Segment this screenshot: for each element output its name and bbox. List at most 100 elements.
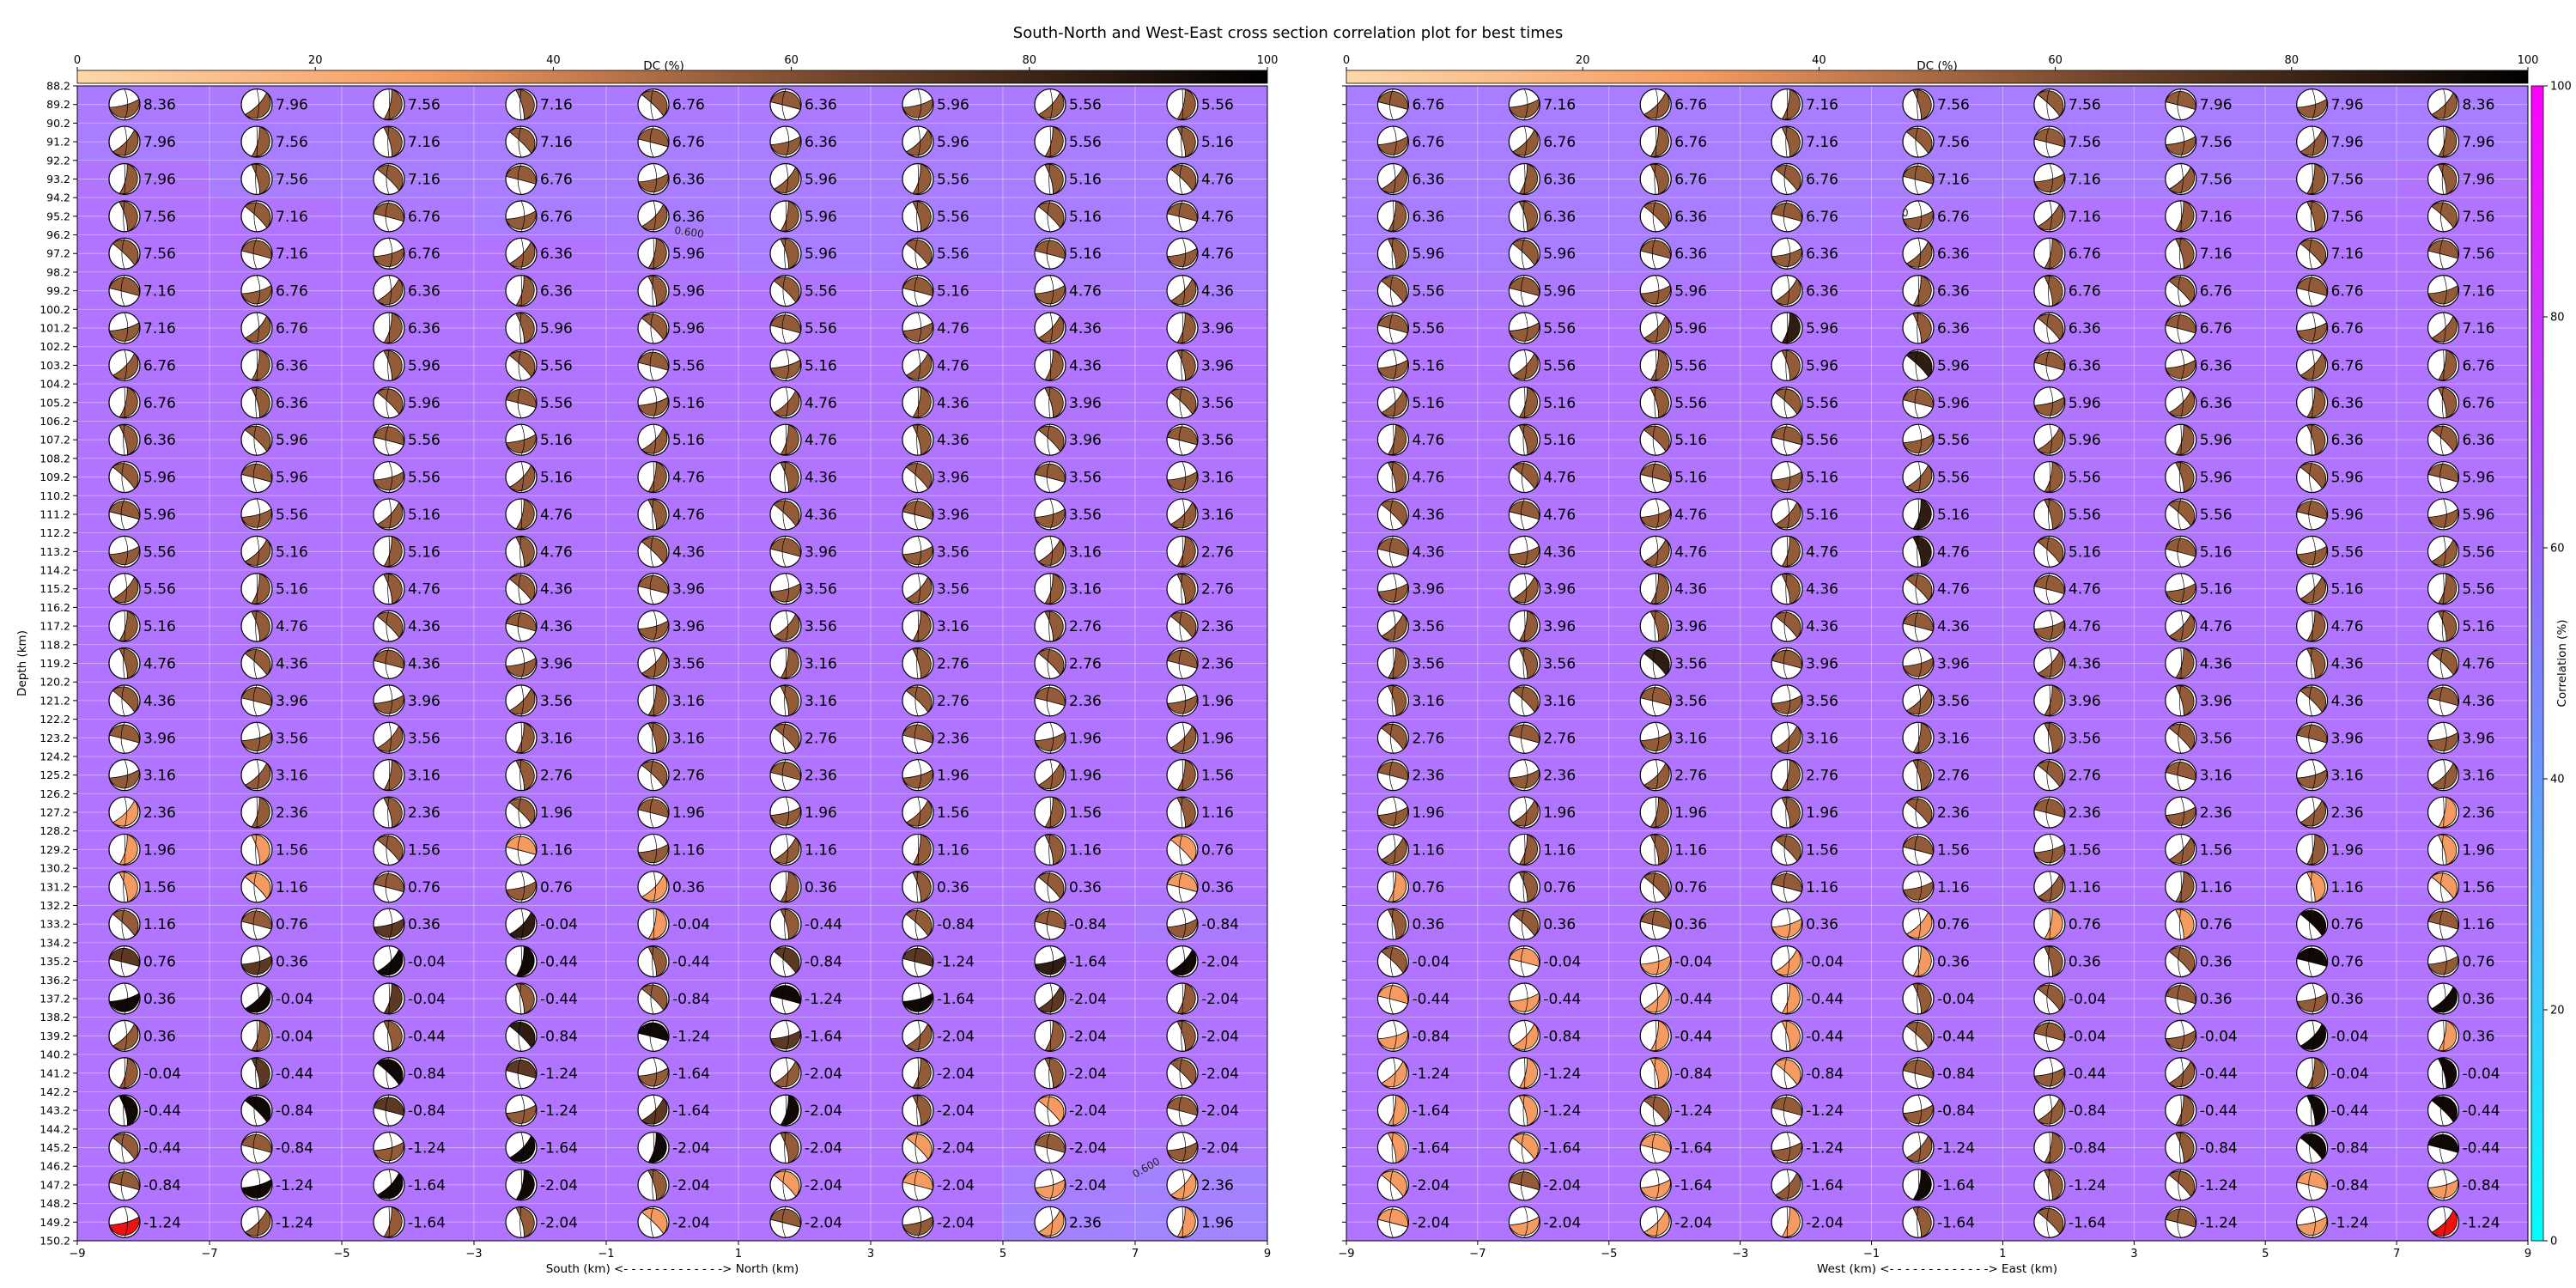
correlation-cell	[871, 1054, 1004, 1093]
correlation-cell	[606, 123, 739, 161]
time-shift-label: 5.16	[2331, 581, 2364, 598]
time-shift-label: -0.44	[1806, 991, 1844, 1008]
time-shift-label: 5.96	[1937, 395, 1970, 412]
y-tick-label: 141.2	[39, 1066, 70, 1079]
y-tick-label: 142.2	[39, 1085, 70, 1098]
time-shift-label: 7.56	[408, 97, 440, 114]
time-shift-label: 3.16	[1412, 693, 1444, 710]
time-shift-label: 6.76	[1806, 209, 1838, 226]
time-shift-label: 2.36	[2069, 805, 2101, 822]
time-shift-label: -1.24	[1543, 1066, 1581, 1083]
correlation-cell	[474, 421, 607, 459]
correlation-cell	[1135, 1128, 1267, 1167]
correlation-cell	[738, 682, 872, 720]
correlation-cell	[871, 495, 1004, 534]
time-shift-label: -2.04	[1674, 1214, 1712, 1231]
correlation-cell	[342, 123, 475, 161]
time-shift-label: 5.96	[143, 507, 176, 524]
beachball: 7.16	[373, 125, 440, 158]
time-shift-label: 8.36	[2463, 97, 2495, 114]
y-tick-label: 136.2	[39, 974, 70, 987]
time-shift-label: 5.56	[805, 320, 837, 337]
time-shift-label: 5.56	[540, 357, 573, 374]
time-shift-label: 1.16	[276, 879, 308, 896]
time-shift-label: 3.56	[805, 581, 837, 598]
time-shift-label: 7.16	[2463, 283, 2495, 301]
time-shift-label: -0.84	[1412, 1028, 1449, 1045]
time-shift-label: -1.64	[1806, 1177, 1844, 1194]
correlation-cell	[342, 682, 475, 720]
time-shift-label: 3.56	[2069, 730, 2101, 747]
time-shift-label: -0.84	[143, 1177, 181, 1194]
time-shift-label: -0.84	[276, 1140, 313, 1157]
correlation-cell	[1003, 532, 1136, 571]
time-shift-label: 8.36	[143, 97, 176, 114]
time-shift-label: -2.04	[1201, 1028, 1239, 1045]
time-shift-label: 5.96	[1806, 320, 1838, 337]
y-tick-label: 125.2	[39, 769, 70, 781]
correlation-cell	[1003, 793, 1136, 832]
time-shift-label: 4.36	[672, 544, 705, 561]
correlation-cell	[474, 123, 607, 161]
time-shift-label: 1.96	[143, 841, 176, 859]
time-shift-label: 4.76	[1201, 246, 1234, 263]
time-shift-label: 3.96	[805, 544, 837, 561]
time-shift-label: 5.56	[143, 544, 176, 561]
dc-tick-label: 0	[1343, 54, 1350, 67]
time-shift-label: 3.16	[805, 693, 837, 710]
time-shift-label: 2.36	[1201, 656, 1234, 673]
time-shift-label: -1.24	[1543, 1103, 1581, 1120]
time-shift-label: 6.36	[805, 97, 837, 114]
time-shift-label: -0.84	[937, 916, 975, 933]
time-shift-label: -0.44	[1412, 991, 1449, 1008]
correlation-cell	[1135, 197, 1267, 236]
y-tick-label: 150.2	[39, 1235, 70, 1248]
correlation-cell	[738, 271, 872, 310]
time-shift-label: 5.16	[1674, 432, 1707, 449]
time-shift-label: 3.96	[1201, 357, 1234, 374]
correlation-cell	[1003, 86, 1136, 124]
time-shift-label: 0.76	[1543, 879, 1576, 896]
correlation-cell	[871, 1203, 1004, 1241]
correlation-cell	[210, 1054, 343, 1093]
dc-colorbar-gradient	[76, 70, 1268, 84]
time-shift-label: 7.56	[2200, 134, 2233, 151]
time-shift-label: 4.36	[805, 470, 837, 487]
time-shift-label: 2.76	[937, 693, 969, 710]
y-tick-label: 103.2	[39, 359, 70, 372]
time-shift-label: 3.96	[672, 581, 705, 598]
time-shift-label: 4.76	[276, 618, 308, 635]
time-shift-label: -2.04	[1069, 1140, 1107, 1157]
time-shift-label: 6.36	[672, 171, 705, 188]
time-shift-label: -0.84	[672, 991, 710, 1008]
correlation-cell	[77, 234, 210, 273]
correlation-cell	[606, 719, 739, 757]
time-shift-label: 3.56	[276, 730, 308, 747]
time-shift-label: 3.16	[1543, 693, 1576, 710]
time-shift-label: 7.16	[143, 320, 176, 337]
time-shift-label: 4.36	[408, 656, 440, 673]
correlation-cell	[1135, 1017, 1267, 1055]
correlation-cell	[210, 458, 343, 496]
correlation-cell	[1003, 458, 1136, 496]
correlation-cell	[77, 756, 210, 794]
x-tick-label: −5	[1601, 1248, 1617, 1261]
time-shift-label: 5.56	[937, 209, 969, 226]
correlation-cell	[342, 607, 475, 646]
time-shift-label: -0.04	[1674, 954, 1712, 971]
time-shift-label: -2.04	[1069, 1066, 1107, 1083]
y-tick-label: 115.2	[39, 582, 70, 595]
time-shift-label: 6.36	[276, 395, 308, 412]
correlation-cell	[474, 644, 607, 683]
time-shift-label: 2.76	[1543, 730, 1576, 747]
correlation-cell	[210, 160, 343, 198]
time-shift-label: 7.56	[2463, 209, 2495, 226]
time-shift-label: -0.04	[408, 991, 446, 1008]
time-shift-label: -0.44	[1806, 1028, 1844, 1045]
time-shift-label: 6.36	[1412, 171, 1444, 188]
beachball-compressional	[508, 127, 536, 155]
time-shift-label: 5.96	[672, 320, 705, 337]
correlation-cell	[77, 570, 210, 609]
time-shift-label: 7.56	[143, 209, 176, 226]
correlation-cell	[606, 1091, 739, 1130]
